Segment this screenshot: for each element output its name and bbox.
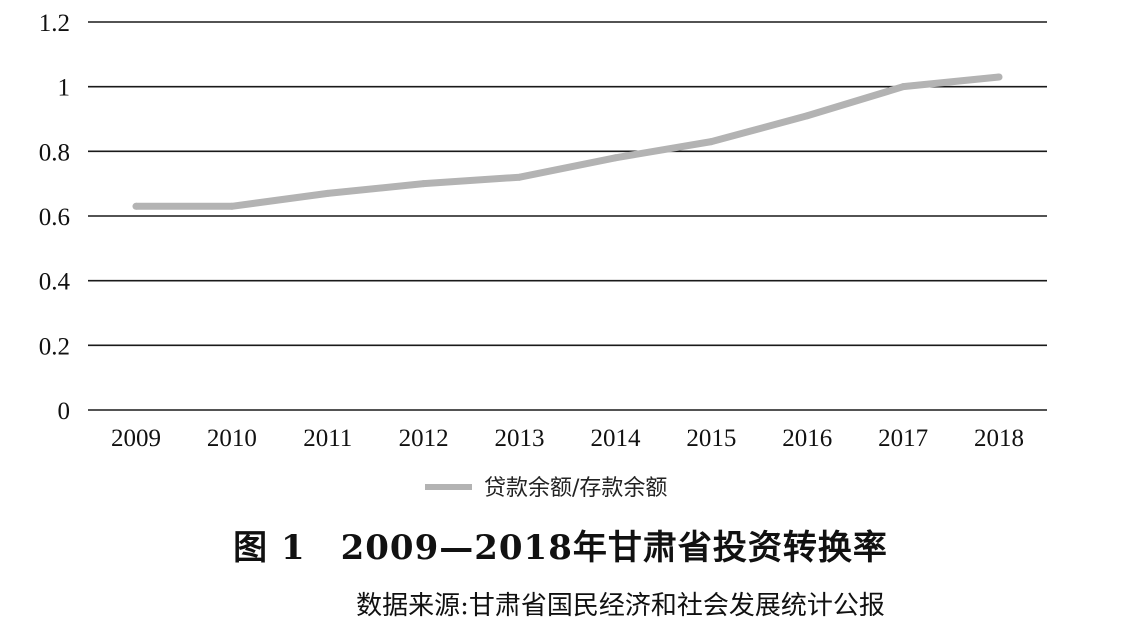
data-point: [611, 154, 619, 162]
y-tick-label: 0: [58, 398, 71, 425]
data-point: [899, 83, 907, 91]
data-point: [803, 112, 811, 120]
y-axis-ticks: 0 0.2 0.4 0.6 0.8 1 1.2: [39, 10, 71, 425]
data-point: [707, 138, 715, 146]
y-tick-label: 0.2: [39, 333, 70, 360]
line-chart: 00.20.40.60.811.2 2009 2010 2011 2012 2013 20…: [39, 10, 1047, 501]
x-tick-label: 2010: [207, 425, 257, 452]
x-tick-label: 2014: [590, 425, 641, 452]
data-point: [516, 173, 524, 181]
data-source-note: 数据来源:甘肃省国民经济和社会发展统计公报: [356, 591, 885, 621]
x-tick-label: 2017: [878, 425, 928, 452]
data-point: [995, 73, 1003, 81]
data-point: [132, 202, 140, 210]
y-tick-label: 1: [58, 75, 71, 102]
x-tick-label: 2009: [111, 425, 161, 452]
x-tick-label: 2018: [974, 425, 1024, 452]
legend-label: 贷款余额/存款余额: [484, 476, 667, 501]
series-layer: [132, 73, 1003, 210]
data-point: [228, 202, 236, 210]
x-tick-label: 2015: [686, 425, 736, 452]
data-point: [324, 189, 332, 197]
figure-caption: 图 1 2009—2018年甘肃省投资转换率: [233, 528, 888, 568]
x-tick-label: 2016: [782, 425, 832, 452]
series-line: [135, 73, 1000, 210]
x-axis-ticks: 2009 2010 2011 2012 2013 2014 2015 2016 2017 2018: [111, 425, 1024, 452]
legend: 贷款余额/存款余额: [425, 476, 667, 501]
y-tick-label: 0.4: [39, 269, 71, 296]
y-tick-label: 0.8: [39, 139, 70, 166]
data-point: [420, 180, 428, 188]
y-tick-label: 1.2: [39, 10, 70, 37]
gridlines: [88, 21, 1047, 411]
x-tick-label: 2012: [399, 425, 449, 452]
y-tick-label: 0.6: [39, 204, 70, 231]
x-tick-label: 2011: [303, 425, 352, 452]
x-tick-label: 2013: [495, 425, 545, 452]
